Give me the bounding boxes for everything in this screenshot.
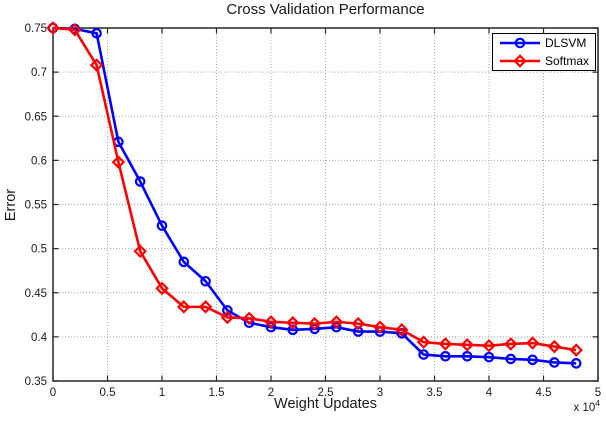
svg-text:0: 0	[50, 387, 56, 399]
svg-text:0.5: 0.5	[31, 244, 47, 256]
x-axis-label: Weight Updates	[274, 396, 377, 412]
x-axis-exponent-base: x 10	[573, 401, 596, 414]
svg-text:0.45: 0.45	[25, 288, 47, 300]
svg-text:0.6: 0.6	[31, 155, 47, 167]
svg-text:1.5: 1.5	[209, 387, 225, 399]
y-tick-labels: 0.35 0.4 0.45 0.5 0.55 0.6 0.65 0.7 0.75	[25, 23, 48, 388]
x-axis-exponent-power: 4	[595, 398, 600, 408]
chart-title: Cross Validation Performance	[226, 1, 425, 18]
series-softmax	[46, 21, 583, 357]
svg-text:0.5: 0.5	[100, 387, 116, 399]
svg-text:0.4: 0.4	[31, 332, 48, 344]
svg-text:0.7: 0.7	[31, 67, 47, 79]
series-dlsvm	[47, 22, 582, 369]
svg-text:1: 1	[159, 387, 165, 399]
svg-text:0.75: 0.75	[25, 23, 47, 35]
x-axis-exponent: x 104	[548, 398, 600, 414]
legend-swatch-softmax-line-diamond-icon	[500, 53, 540, 68]
legend-item-dlsvm: DLSVM	[498, 35, 595, 51]
legend-item-softmax: Softmax	[498, 53, 595, 69]
svg-text:3: 3	[377, 387, 383, 399]
svg-text:0.55: 0.55	[25, 200, 47, 212]
svg-text:5: 5	[595, 387, 601, 399]
legend-label-dlsvm: DLSVM	[545, 36, 587, 51]
svg-text:0.35: 0.35	[25, 376, 47, 388]
x-tick-labels: 0 0.5 1 1.5 2 2.5 3 3.5 4 4.5 5	[50, 387, 601, 399]
svg-text:4: 4	[486, 387, 493, 399]
legend: DLSVM Softmax	[492, 33, 596, 71]
svg-text:2.5: 2.5	[318, 387, 334, 399]
svg-text:4.5: 4.5	[536, 387, 552, 399]
legend-label-softmax: Softmax	[545, 53, 590, 68]
svg-text:3.5: 3.5	[427, 387, 443, 399]
svg-text:2: 2	[268, 387, 274, 399]
legend-swatch-dlsvm-line-circle-icon	[500, 38, 540, 49]
svg-text:0.65: 0.65	[25, 111, 47, 123]
